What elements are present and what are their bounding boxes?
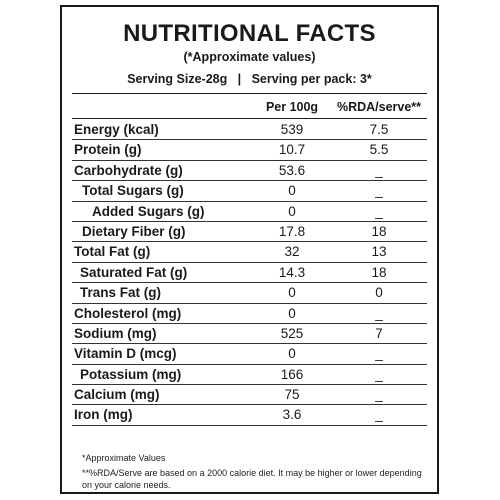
value-per100g: 32 xyxy=(284,244,300,260)
row-divider xyxy=(72,384,427,386)
row-divider xyxy=(72,261,427,263)
column-header-per100g: Per 100g xyxy=(265,100,319,114)
value-rda: _ xyxy=(375,387,383,403)
divider xyxy=(72,93,427,94)
table-row: Vitamin D (mcg) 0 _ xyxy=(62,344,437,365)
value-rda: 7.5 xyxy=(369,122,389,137)
value-per100g: 166 xyxy=(280,366,304,382)
value-rda: _ xyxy=(375,203,383,219)
label-subtitle: (*Approximate values) xyxy=(183,50,316,64)
nutrient-name: Added Sugars (g) xyxy=(92,203,205,219)
column-header-rda: %RDA/serve** xyxy=(336,100,422,114)
value-per100g: 14.3 xyxy=(278,264,306,280)
nutrient-name: Calcium (mg) xyxy=(74,387,160,403)
row-divider xyxy=(72,404,427,406)
table-row: Sodium (mg) 525 7 xyxy=(62,324,437,345)
table-row: Saturated Fat (g) 14.3 18 xyxy=(62,263,437,284)
row-divider xyxy=(72,424,427,426)
nutrient-name: Carbohydrate (g) xyxy=(74,162,183,178)
value-per100g: 525 xyxy=(280,325,304,341)
divider xyxy=(72,118,427,119)
table-row: Carbohydrate (g) 53.6 _ xyxy=(62,161,437,182)
nutrient-name: Vitamin D (mcg) xyxy=(74,346,177,362)
table-row: Total Fat (g) 32 13 xyxy=(62,242,437,263)
table-row: Trans Fat (g) 0 0 xyxy=(62,283,437,304)
table-row: Potassium (mg) 166 _ xyxy=(62,365,437,386)
value-per100g: 17.8 xyxy=(278,223,306,239)
footnote-approx: *Approximate Values xyxy=(82,453,166,463)
table-header: Per 100g %RDA/serve** xyxy=(62,100,437,118)
row-divider xyxy=(72,343,427,345)
table-row: Added Sugars (g) 0 _ xyxy=(62,202,437,222)
nutrition-facts-panel: NUTRITIONAL FACTS (*Approximate values) … xyxy=(60,5,439,494)
row-divider xyxy=(72,200,427,202)
nutrient-name: Sodium (mg) xyxy=(74,325,157,341)
value-per100g: 10.7 xyxy=(278,142,306,158)
row-divider xyxy=(72,322,427,324)
value-rda: _ xyxy=(375,346,383,362)
value-rda: _ xyxy=(375,366,383,382)
table-row: Energy (kcal) 539 7.5 xyxy=(62,120,437,141)
nutrient-name: Protein (g) xyxy=(74,142,142,158)
nutrient-name: Total Fat (g) xyxy=(74,244,151,260)
nutrient-name: Saturated Fat (g) xyxy=(80,264,188,280)
value-per100g: 75 xyxy=(284,387,300,403)
footnotes: *Approximate Values **%RDA/Serve are bas… xyxy=(82,452,427,494)
row-divider xyxy=(72,363,427,365)
value-rda: _ xyxy=(375,183,383,199)
value-rda: 0 xyxy=(375,285,383,301)
value-rda: 18 xyxy=(371,264,387,280)
nutrient-name: Dietary Fiber (g) xyxy=(82,223,186,239)
nutrient-name: Cholesterol (mg) xyxy=(74,305,182,321)
nutrient-name: Total Sugars (g) xyxy=(82,183,184,199)
label-title: NUTRITIONAL FACTS xyxy=(123,20,376,47)
serving-info: Serving Size-28g | Serving per pack: 3* xyxy=(127,72,372,86)
nutrient-name: Iron (mg) xyxy=(74,407,133,423)
value-rda: 5.5 xyxy=(369,142,389,158)
value-rda: _ xyxy=(375,407,383,423)
value-per100g: 3.6 xyxy=(282,407,302,423)
row-divider xyxy=(72,241,427,243)
row-divider xyxy=(72,159,427,161)
footnote-rda: **%RDA/Serve are based on a 2000 calorie… xyxy=(82,468,422,490)
value-per100g: 0 xyxy=(288,346,296,362)
table-row: Iron (mg) 3.6 _ xyxy=(62,405,437,426)
value-per100g: 0 xyxy=(288,305,296,321)
value-per100g: 0 xyxy=(288,203,296,219)
value-rda: _ xyxy=(375,162,383,178)
value-per100g: 53.6 xyxy=(278,162,306,178)
row-divider xyxy=(72,180,427,182)
table-row: Cholesterol (mg) 0 _ xyxy=(62,304,437,324)
row-divider xyxy=(72,302,427,304)
nutrient-name: Potassium (mg) xyxy=(80,366,182,382)
nutrient-name: Trans Fat (g) xyxy=(80,285,162,301)
row-divider xyxy=(72,282,427,284)
table-row: Protein (g) 10.7 5.5 xyxy=(62,140,437,161)
table-row: Calcium (mg) 75 _ xyxy=(62,385,437,406)
table-row: Dietary Fiber (g) 17.8 18 xyxy=(62,222,437,243)
nutrient-name: Energy (kcal) xyxy=(74,122,159,137)
table-row: Total Sugars (g) 0 _ xyxy=(62,181,437,202)
row-divider xyxy=(72,139,427,141)
value-rda: 7 xyxy=(375,325,383,341)
value-rda: 13 xyxy=(371,244,387,260)
value-per100g: 539 xyxy=(280,122,304,137)
value-per100g: 0 xyxy=(288,285,296,301)
nutrient-table: Energy (kcal) 539 7.5 Protein (g) 10.7 5.5 Car… xyxy=(62,120,437,426)
value-per100g: 0 xyxy=(288,183,296,199)
value-rda: _ xyxy=(375,305,383,321)
row-divider xyxy=(72,220,427,222)
value-rda: 18 xyxy=(371,223,387,239)
